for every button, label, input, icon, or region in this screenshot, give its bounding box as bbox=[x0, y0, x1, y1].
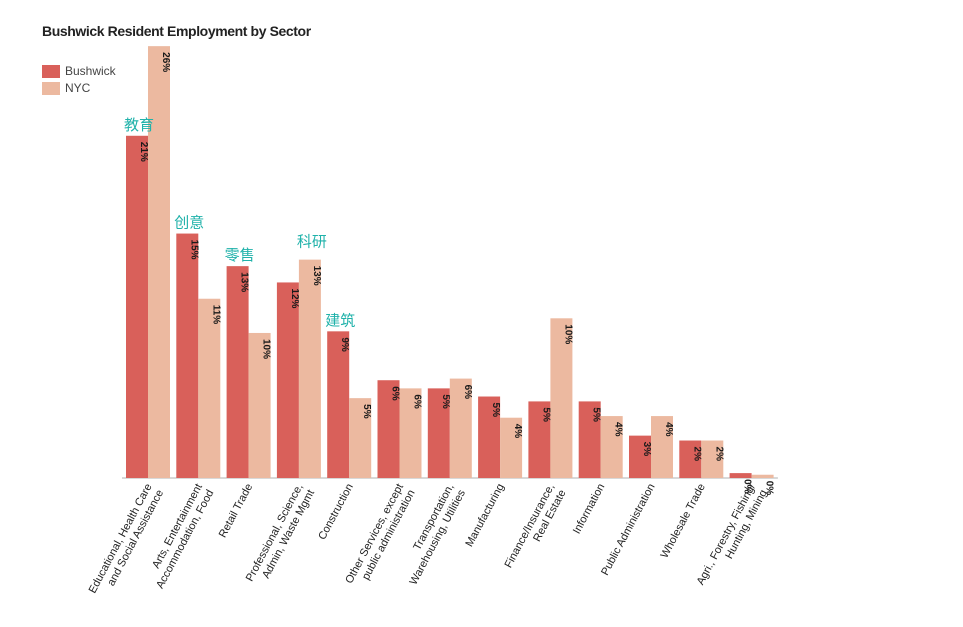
legend-swatch-nyc bbox=[42, 81, 60, 95]
chart-title: Bushwick Resident Employment by Sector bbox=[42, 23, 311, 39]
bar-nyc-12 bbox=[751, 474, 774, 478]
data-label-bushwick-12: 0% bbox=[742, 479, 753, 494]
data-label-bushwick-4: 9% bbox=[339, 337, 350, 352]
bar-bushwick-10 bbox=[629, 435, 651, 478]
data-label-nyc-7: 4% bbox=[512, 424, 523, 439]
bar-bushwick-4 bbox=[327, 331, 350, 478]
data-label-bushwick-9: 5% bbox=[591, 407, 602, 422]
data-label-nyc-4: 5% bbox=[361, 404, 372, 419]
annotation-1: 创意 bbox=[174, 214, 204, 232]
bar-nyc-6 bbox=[449, 378, 472, 478]
bar-nyc-1 bbox=[198, 298, 221, 478]
annotation-0: 教育 bbox=[124, 116, 154, 134]
x-tick-label-5: Other Services, exceptpublic administrat… bbox=[343, 482, 417, 592]
bar-bushwick-5 bbox=[377, 380, 400, 478]
bar-nyc-0 bbox=[148, 46, 170, 479]
bar-bushwick-3 bbox=[276, 282, 299, 478]
data-label-nyc-12: 0% bbox=[764, 481, 775, 496]
data-label-nyc-10: 4% bbox=[663, 422, 674, 437]
legend: Bushwick NYC bbox=[42, 63, 116, 97]
legend-item-nyc: NYC bbox=[42, 80, 116, 96]
legend-label-bushwick: Bushwick bbox=[65, 64, 116, 78]
bar-nyc-4 bbox=[349, 398, 372, 478]
x-tick-label-4: Construction bbox=[316, 482, 356, 542]
legend-item-bushwick: Bushwick bbox=[42, 63, 116, 79]
data-label-nyc-8: 10% bbox=[562, 324, 573, 344]
data-label-bushwick-8: 5% bbox=[540, 407, 551, 422]
bar-nyc-9 bbox=[600, 416, 623, 478]
x-tick-label-10: Public Administration bbox=[599, 482, 658, 578]
data-label-nyc-9: 4% bbox=[613, 422, 624, 437]
data-label-bushwick-1: 15% bbox=[188, 240, 199, 260]
bar-nyc-2 bbox=[248, 332, 271, 478]
bar-bushwick-11 bbox=[679, 440, 702, 478]
data-label-nyc-11: 2% bbox=[713, 447, 724, 462]
bar-nyc-8 bbox=[550, 318, 573, 478]
x-tick-label-2: Retail Trade bbox=[217, 482, 255, 540]
data-label-nyc-3: 13% bbox=[311, 266, 322, 286]
data-label-bushwick-6: 5% bbox=[440, 394, 451, 409]
data-label-bushwick-0: 21% bbox=[138, 142, 149, 162]
data-label-bushwick-3: 12% bbox=[289, 288, 300, 308]
x-tick-label-7: Manufacturing bbox=[463, 482, 506, 549]
data-label-nyc-1: 11% bbox=[210, 305, 221, 325]
data-label-bushwick-7: 5% bbox=[490, 403, 501, 418]
bar-nyc-10 bbox=[651, 416, 673, 478]
annotation-2: 零售 bbox=[225, 246, 255, 264]
bar-bushwick-8 bbox=[528, 401, 551, 478]
data-label-bushwick-11: 2% bbox=[691, 447, 702, 462]
x-tick-label-8: Finance/Insurance,Real Estate bbox=[503, 482, 569, 576]
x-tick-label-11: Wholesale Trade bbox=[659, 482, 708, 561]
data-label-nyc-0: 26% bbox=[160, 52, 171, 72]
x-tick-label-12: Agri., Forestry, Fishing/Hunting, Mining bbox=[695, 481, 771, 593]
data-label-nyc-5: 6% bbox=[412, 394, 423, 409]
bar-bushwick-9 bbox=[578, 401, 601, 478]
bar-nyc-11 bbox=[701, 440, 724, 478]
data-label-bushwick-5: 6% bbox=[390, 386, 401, 401]
data-label-nyc-6: 6% bbox=[462, 385, 473, 400]
bar-bushwick-2 bbox=[226, 266, 249, 478]
annotation-4: 建筑 bbox=[325, 311, 355, 329]
bar-bushwick-12 bbox=[729, 473, 752, 478]
bar-nyc-5 bbox=[399, 388, 422, 478]
bar-nyc-7 bbox=[500, 417, 523, 478]
data-label-nyc-2: 10% bbox=[261, 339, 272, 359]
bar-bushwick-0 bbox=[126, 135, 148, 478]
bar-bushwick-1 bbox=[176, 233, 199, 478]
bar-bushwick-6 bbox=[427, 388, 450, 478]
x-tick-label-3: Professional, Science,Admin, Waste Mgmt bbox=[244, 482, 317, 590]
legend-swatch-bushwick bbox=[42, 64, 60, 78]
data-label-bushwick-2: 13% bbox=[239, 272, 250, 292]
data-label-bushwick-10: 3% bbox=[641, 442, 652, 457]
legend-label-nyc: NYC bbox=[65, 81, 91, 95]
annotation-3: 科研 bbox=[297, 233, 327, 251]
bar-bushwick-7 bbox=[478, 396, 501, 478]
x-tick-label-9: Information bbox=[571, 482, 607, 536]
bar-nyc-3 bbox=[298, 259, 321, 478]
